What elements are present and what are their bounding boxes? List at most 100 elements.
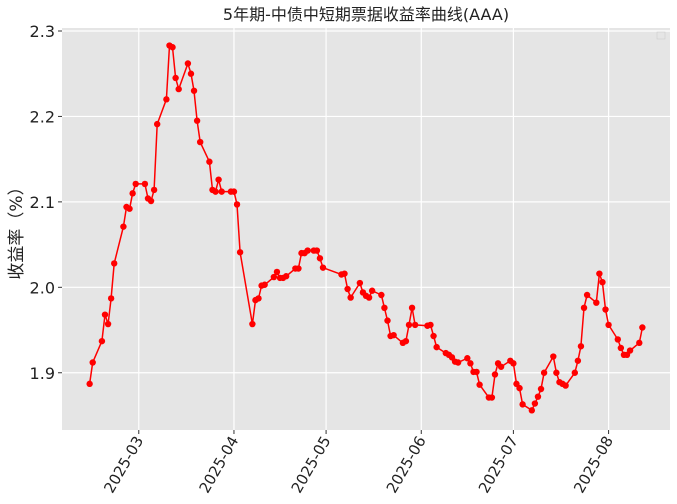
data-point [196,138,204,146]
data-point [212,188,219,195]
data-point [583,291,591,299]
data-point [464,355,471,362]
data-point [313,247,321,254]
data-point [519,401,526,408]
data-point [236,249,244,256]
data-point [636,339,643,347]
data-point [476,381,483,388]
data-point [454,359,462,366]
data-point [614,336,621,343]
data-point [550,353,557,360]
y-axis-label: 收益率（%） [7,178,27,279]
data-point [528,407,536,414]
data-point [347,294,354,301]
x-axis: 2025-03 2025-04 2025-05 2025-06 2025-07 2025-… [100,430,617,496]
data-point [497,363,505,370]
data-point [172,74,179,82]
data-point [169,44,176,51]
series-points [86,42,646,414]
data-point [580,304,588,312]
data-point [282,273,290,280]
data-point [126,205,133,212]
y-tick-label: 1.9 [30,364,55,383]
data-point [467,360,474,367]
data-point [120,223,127,230]
chart-title: 5年期-中债中短期票据收益率曲线(AAA) [223,5,509,24]
x-tick-label: 2025-08 [570,433,617,496]
data-point [147,197,155,205]
data-point [344,285,351,293]
data-point [408,304,416,312]
data-point [261,281,268,288]
data-point [233,201,241,208]
data-point [540,369,548,376]
data-point [319,264,327,271]
data-point [516,384,523,392]
data-point [571,369,579,376]
data-point [599,278,606,286]
data-point [491,371,499,378]
x-tick-label: 2025-06 [383,433,430,496]
data-point [184,60,192,67]
data-point [104,320,112,328]
data-point [341,270,348,277]
plot-area [62,28,670,430]
data-point [304,247,311,254]
data-point [175,85,182,93]
data-point [218,188,225,195]
x-tick-label: 2025-05 [288,433,335,496]
y-tick-label: 2.2 [30,107,55,126]
data-point [574,357,582,364]
data-point [270,273,278,281]
data-point [427,321,434,329]
data-point [98,337,106,345]
data-point [86,380,93,388]
data-point [537,385,545,393]
y-tick-label: 2.1 [30,193,55,212]
y-tick-label: 2.0 [30,278,55,297]
data-point [316,255,324,262]
x-tick-label: 2025-07 [475,433,522,496]
data-point [193,117,201,124]
data-point [273,268,281,276]
data-point [562,382,569,389]
data-point [390,331,397,339]
data-point [378,291,385,299]
data-point [534,393,542,400]
data-point [553,369,560,376]
data-point [101,311,109,318]
data-point [111,260,118,267]
data-point [473,368,480,376]
data-point [153,120,161,128]
data-point [356,279,364,287]
data-point [89,359,96,366]
x-tick-label: 2025-03 [100,433,147,496]
data-point [129,190,136,197]
data-point [577,343,585,350]
data-point [605,321,612,329]
data-point [405,321,413,329]
data-point [215,176,222,183]
data-point [163,96,170,103]
data-point [190,87,198,94]
data-point [402,337,410,345]
data-point [430,332,437,340]
data-point [626,347,634,354]
data-point [249,320,256,328]
x-tick-label: 2025-04 [195,433,242,496]
data-point [141,180,149,188]
data-point [384,317,391,324]
data-point [531,400,539,407]
data-point [488,394,496,401]
data-point [639,324,646,331]
data-point [150,186,158,194]
data-point [596,270,603,277]
legend-box [656,31,666,40]
data-point [187,70,195,77]
data-point [255,295,262,302]
y-tick-label: 2.3 [30,22,55,41]
data-point [510,360,517,367]
data-point [230,188,238,195]
data-point [206,158,213,165]
